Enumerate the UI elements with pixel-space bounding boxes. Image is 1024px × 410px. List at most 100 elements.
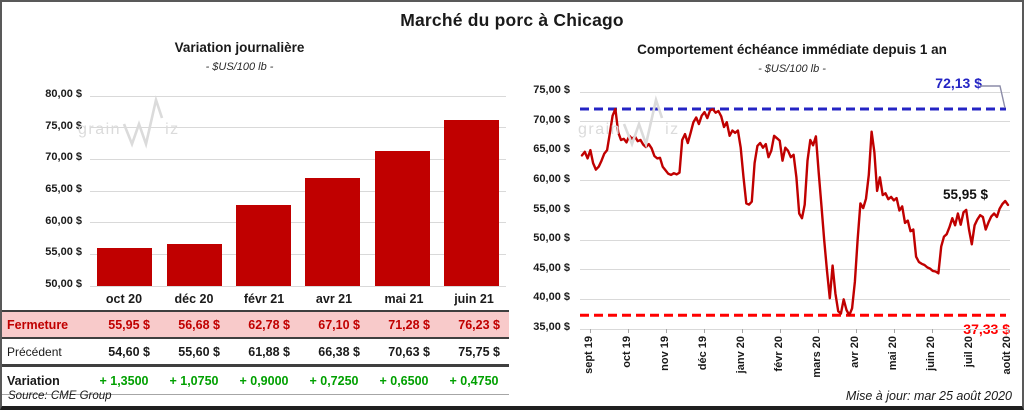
table-cell: 56,68 $ [178, 317, 220, 332]
bar [97, 248, 153, 286]
price-table: oct 20 déc 20 févr 21 avr 21 mai 21 juin… [2, 288, 509, 395]
table-cell: 61,88 $ [248, 344, 290, 359]
x-axis-tick [780, 329, 781, 333]
row-label: Fermeture [7, 317, 69, 332]
table-cell: + 0,7250 [309, 373, 359, 388]
y-axis-label: 70,00 $ [45, 151, 82, 164]
gridline [580, 328, 1010, 330]
y-axis-label: 60,00 $ [45, 214, 82, 227]
x-axis-tick [590, 329, 591, 333]
gridline [90, 95, 506, 97]
gridline [580, 180, 1010, 182]
max-label-callout [980, 85, 1006, 109]
table-cell: 70,63 $ [388, 344, 430, 359]
table-cell: 66,38 $ [318, 344, 360, 359]
gridline [580, 298, 1010, 300]
gridline [90, 285, 506, 287]
table-cell: 55,60 $ [178, 344, 220, 359]
x-axis-tick [818, 329, 819, 333]
bar-chart-plot [90, 95, 506, 287]
gridline [90, 127, 506, 129]
y-axis-label: 55,00 $ [45, 246, 82, 259]
table-row-variation: Variation + 1,3500 + 1,0750 + 0,9000 + 0… [2, 367, 509, 395]
x-axis-label: nov 19 [659, 336, 671, 371]
table-cell: 62,78 $ [248, 317, 290, 332]
x-axis-tick [628, 329, 629, 333]
row-label: Précédent [7, 344, 62, 359]
table-cell: 67,10 $ [318, 317, 360, 332]
line-chart-title: Comportement échéance immédiate depuis 1… [637, 42, 947, 57]
table-col-header: juin 21 [454, 292, 494, 306]
page-title: Marché du porc à Chicago [400, 10, 624, 30]
bar-chart-title: Variation journalière [174, 40, 305, 55]
last-value-annotation: 55,95 $ [942, 187, 988, 202]
table-col-header: avr 21 [315, 292, 353, 306]
y-axis-label: 75,00 $ [45, 119, 82, 132]
gridline [580, 91, 1010, 93]
y-axis-label: 65,00 $ [533, 143, 570, 156]
x-axis-label: août 20 [1001, 336, 1013, 375]
x-axis-tick [894, 329, 895, 333]
row-label: Variation [7, 373, 60, 388]
gridline [90, 222, 506, 224]
table-col-header: févr 21 [243, 292, 285, 306]
table-col-header: déc 20 [174, 292, 214, 306]
table-cell: 55,95 $ [108, 317, 150, 332]
y-axis-label: 45,00 $ [533, 261, 570, 274]
max-value-annotation: 72,13 $ [935, 75, 982, 91]
line-chart-plot: 72,13 $ 55,95 $ 37,33 $ sept 19 oct 19 nov… [580, 75, 1013, 378]
table-cell: + 0,4750 [449, 373, 499, 388]
bar-chart-subtitle: - $US/100 lb - [205, 61, 274, 73]
x-axis-label: sept 19 [583, 336, 595, 374]
x-axis-tick [704, 329, 705, 333]
table-col-header: mai 21 [384, 292, 424, 306]
line-chart-y-axis: 75,00 $ 70,00 $ 65,00 $ 60,00 $ 55,00 $ 50,00… [514, 84, 574, 333]
table-cell: 54,60 $ [108, 344, 150, 359]
x-axis-tick [856, 329, 857, 333]
table-cell: 76,23 $ [458, 317, 500, 332]
gridline [90, 190, 506, 192]
table-cell: + 1,3500 [99, 373, 149, 388]
table-cell: + 1,0750 [169, 373, 219, 388]
x-axis-label: juil 20 [963, 336, 975, 368]
y-axis-label: 35,00 $ [533, 321, 570, 333]
table-cell: + 0,9000 [239, 373, 289, 388]
table-header-row: oct 20 déc 20 févr 21 avr 21 mai 21 juin… [2, 288, 509, 310]
x-axis-tick [1008, 329, 1009, 333]
gridline [580, 210, 1010, 211]
bar [166, 243, 222, 286]
gridline [580, 150, 1010, 152]
bar-chart-y-axis: 80,00 $ 75,00 $ 70,00 $ 65,00 $ 60,00 $ 55,00… [2, 88, 86, 290]
line-chart-subtitle: - $US/100 lb - [758, 63, 826, 75]
x-axis-label: janv 20 [735, 336, 747, 374]
x-axis-tick [932, 329, 933, 333]
gridline [90, 158, 506, 160]
y-axis-label: 65,00 $ [45, 183, 82, 195]
x-axis-label: avr 20 [849, 336, 861, 368]
y-axis-label: 60,00 $ [533, 172, 570, 185]
table-cell: 75,75 $ [458, 344, 500, 359]
line-chart-canvas [580, 85, 1010, 317]
gridline [580, 239, 1010, 241]
x-axis-label: févr 20 [773, 336, 785, 372]
price-line-series [580, 107, 1010, 317]
gridline [90, 253, 506, 255]
y-axis-label: 75,00 $ [533, 84, 570, 96]
bar [374, 151, 430, 286]
gridline [580, 121, 1010, 123]
table-cell: 71,28 $ [388, 317, 430, 332]
x-axis-tick [666, 329, 667, 333]
bar [443, 119, 499, 286]
gridline [580, 269, 1010, 271]
table-row-fermeture: Fermeture 55,95 $ 56,68 $ 62,78 $ 67,10 … [2, 310, 509, 339]
table-row-precedent: Précédent 54,60 $ 55,60 $ 61,88 $ 66,38 … [2, 339, 509, 367]
y-axis-label: 40,00 $ [533, 291, 570, 304]
x-axis-tick [742, 329, 743, 333]
x-axis-tick [970, 329, 971, 333]
table-col-header: oct 20 [105, 292, 143, 306]
y-axis-label: 70,00 $ [533, 113, 570, 126]
y-axis-label: 50,00 $ [45, 278, 82, 290]
x-axis-label: oct 19 [621, 336, 633, 368]
y-axis-label: 80,00 $ [45, 88, 82, 100]
